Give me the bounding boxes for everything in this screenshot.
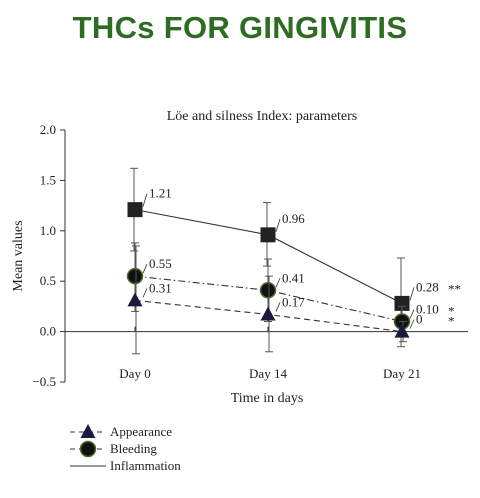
data-point (127, 202, 143, 218)
data-label: 0 (416, 312, 423, 327)
data-label-leader (142, 193, 148, 207)
data-point (259, 282, 277, 299)
data-label-leader (142, 288, 148, 298)
y-tick-label: 0.5 (40, 273, 56, 288)
y-tick-label: 2.0 (40, 122, 56, 137)
legend-item: Bleeding (70, 440, 157, 458)
legend-label: Appearance (110, 424, 172, 439)
x-tick-label: Day 14 (249, 366, 287, 381)
x-tick-label: Day 0 (119, 366, 150, 381)
data-label-leader (409, 319, 415, 329)
significance-marker: ** (448, 281, 461, 296)
data-label-leader (409, 287, 415, 301)
axes: 2.0 1.5 1.0 0.5 0.0 −0.5 Day 0 Day 14 Day 21 (32, 122, 468, 389)
y-axis-label: Mean values (11, 220, 26, 291)
data-label-leader (275, 278, 281, 288)
series-bleeding: 0.55 0.41 0.10 * (126, 242, 455, 338)
data-label: 0.17 (282, 294, 305, 309)
y-tick-label: 1.5 (40, 172, 56, 187)
legend-label: Inflammation (110, 458, 181, 473)
legend-marker (80, 424, 96, 438)
data-point (260, 227, 276, 243)
data-point (260, 306, 276, 321)
data-label-leader (409, 309, 415, 319)
significance-marker: * (448, 314, 455, 329)
data-label: 0.96 (282, 211, 305, 226)
legend-item: Inflammation (70, 458, 181, 473)
legend: Appearance Bleeding Inflammation (70, 424, 181, 473)
y-tick-label: 0.0 (40, 324, 56, 339)
y-tick-label: −0.5 (32, 374, 56, 389)
data-point (126, 267, 144, 285)
y-tick-label: 1.0 (40, 223, 56, 238)
data-point (127, 292, 143, 307)
legend-label: Bleeding (110, 441, 157, 456)
data-label-leader (275, 218, 281, 232)
data-label: 0.28 (416, 279, 439, 294)
significance-marker: * (448, 304, 455, 319)
data-label: 0.41 (282, 270, 305, 285)
data-label-leader (142, 263, 148, 274)
series-layer: 1.21 0.96 0.28 ** 0.55 0.41 0.10 * 0.31 0.17 0 * (126, 167, 461, 355)
legend-item: Appearance (70, 424, 172, 439)
chart-title: Löe and silness Index: parameters (167, 109, 358, 124)
x-axis-label: Time in days (231, 391, 304, 406)
data-point (394, 323, 410, 338)
series-appearance: 0.31 0.17 0 * (127, 245, 455, 355)
x-tick-label: Day 21 (383, 366, 421, 381)
legend-marker (79, 440, 97, 458)
data-label: 0.10 (416, 302, 439, 317)
data-label: 0.55 (149, 256, 172, 271)
data-label: 0.31 (149, 280, 172, 295)
data-label-leader (275, 302, 281, 312)
data-point (394, 295, 410, 311)
series-inflammation: 1.21 0.96 0.28 ** (127, 167, 461, 348)
page-title: THCs FOR GINGIVITIS (72, 10, 408, 45)
data-label: 1.21 (149, 186, 172, 201)
